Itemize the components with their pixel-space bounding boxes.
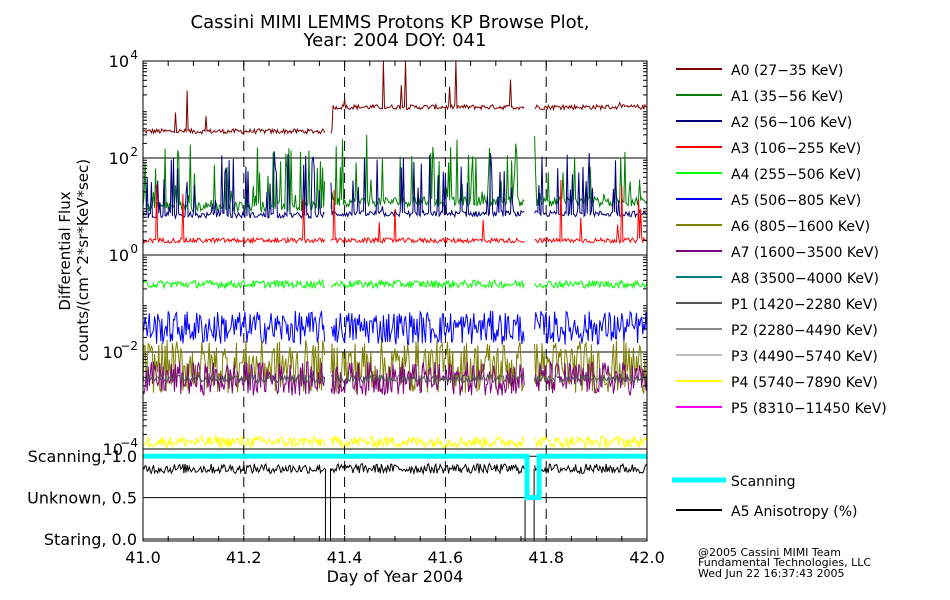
legend-label-11: P3 (4490−5740 KeV) — [731, 349, 878, 365]
chart-title-line2: Year: 2004 DOY: 041 — [303, 30, 487, 51]
axes-frame — [142, 60, 648, 542]
scanning-line — [143, 453, 647, 501]
x-tick-label-3: 41.6 — [428, 548, 464, 567]
y-axis-label-line1: Differential Flux — [56, 191, 74, 310]
legend-label-scanning: Scanning — [731, 474, 796, 490]
legend: A0 (27−35 KeV) A1 (35−56 KeV) A2 (56−106 K… — [672, 63, 887, 520]
series-line-9 — [142, 372, 648, 385]
y-tick-exp-1: 2 — [130, 145, 138, 159]
y-tick-exp-2: 0 — [130, 242, 138, 256]
y-tick-base-1: 10 — [109, 149, 129, 168]
legend-label-7: A7 (1600−3500 KeV) — [731, 245, 879, 261]
x-tick-label-1: 41.2 — [226, 548, 262, 567]
y-tick-exp-3: −2 — [120, 339, 138, 353]
y-axis-label-line2: counts/(cm^2*sr*KeV*sec) — [74, 159, 92, 361]
footer-line3: Wed Jun 22 16:37:43 2005 — [698, 567, 845, 580]
lower-y-label-0: Scanning, 1.0 — [28, 447, 137, 466]
footer-line2: Fundamental Technologies, LLC — [698, 556, 871, 569]
legend-label-12: P4 (5740−7890 KeV) — [731, 375, 878, 391]
x-axis-label: Day of Year 2004 — [327, 567, 464, 586]
lower-panel — [142, 453, 648, 541]
x-tick-label-5: 42.0 — [629, 548, 665, 567]
series-layer — [142, 60, 648, 450]
legend-label-2: A2 (56−106 KeV) — [731, 115, 852, 131]
series-line-5 — [142, 310, 648, 346]
legend-label-5: A5 (506−805 KeV) — [731, 193, 861, 209]
x-tick-label-0: 41.0 — [125, 548, 161, 567]
series-line-2 — [142, 151, 648, 220]
legend-label-4: A4 (255−506 KeV) — [731, 167, 861, 183]
lower-y-label-1: Unknown, 0.5 — [27, 489, 137, 508]
legend-label-10: P2 (2280−4490 KeV) — [731, 323, 878, 339]
series-line-12 — [142, 434, 648, 450]
series-line-7 — [142, 360, 648, 396]
series-line-0 — [142, 60, 648, 136]
lower-frame — [142, 448, 648, 542]
legend-label-3: A3 (106−255 KeV) — [731, 141, 861, 157]
y-tick-exp-0: 4 — [130, 48, 138, 62]
y-tick-base-3: 10 — [103, 343, 123, 362]
y-tick-base-2: 10 — [109, 246, 129, 265]
x-tick-label-2: 41.4 — [327, 548, 363, 567]
legend-label-6: A6 (805−1600 KeV) — [731, 219, 870, 235]
legend-label-8: A8 (3500−4000 KeV) — [731, 271, 879, 287]
series-line-3 — [142, 179, 648, 245]
series-line-4 — [142, 278, 648, 290]
footer-line1: @2005 Cassini MIMI Team — [698, 546, 841, 559]
anisotropy-line — [142, 462, 648, 476]
y-tick-base-0: 10 — [109, 52, 129, 71]
y-tick-exp-4: −4 — [120, 436, 138, 450]
lower-y-label-2: Staring, 0.0 — [44, 530, 137, 549]
legend-label-9: P1 (1420−2280 KeV) — [731, 297, 878, 313]
legend-label-13: P5 (8310−11450 KeV) — [731, 401, 887, 417]
chart-title-line1: Cassini MIMI LEMMS Protons KP Browse Plo… — [191, 12, 590, 33]
y-tick-base-4: 10 — [103, 440, 123, 459]
legend-label-anisotropy: A5 Anisotropy (%) — [731, 504, 858, 520]
legend-label-1: A1 (35−56 KeV) — [731, 89, 843, 105]
legend-label-0: A0 (27−35 KeV) — [731, 63, 843, 79]
x-tick-label-4: 41.8 — [528, 548, 564, 567]
